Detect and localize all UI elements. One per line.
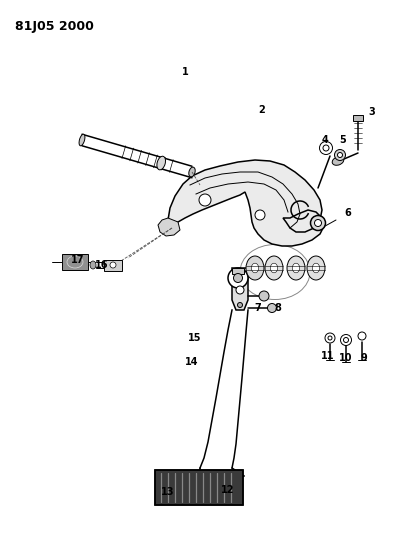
Ellipse shape: [259, 291, 269, 301]
Ellipse shape: [328, 336, 332, 340]
Ellipse shape: [236, 286, 244, 294]
Text: 1: 1: [182, 67, 188, 77]
Ellipse shape: [265, 256, 283, 280]
Text: 9: 9: [361, 353, 367, 363]
Ellipse shape: [287, 256, 305, 280]
Polygon shape: [200, 310, 248, 468]
Ellipse shape: [314, 220, 322, 227]
Text: 6: 6: [345, 208, 351, 218]
Text: 11: 11: [321, 351, 335, 361]
Ellipse shape: [320, 141, 333, 155]
Ellipse shape: [268, 303, 277, 312]
Text: 14: 14: [185, 357, 199, 367]
Text: 10: 10: [339, 353, 353, 363]
Polygon shape: [353, 115, 363, 121]
Ellipse shape: [270, 263, 278, 273]
Text: 81J05 2000: 81J05 2000: [15, 20, 94, 33]
Text: 13: 13: [161, 487, 175, 497]
Ellipse shape: [310, 215, 325, 230]
Ellipse shape: [338, 152, 342, 157]
Ellipse shape: [335, 149, 346, 160]
Text: 8: 8: [275, 303, 281, 313]
Text: 12: 12: [221, 485, 235, 495]
Ellipse shape: [79, 134, 85, 146]
Bar: [155, 470, 243, 505]
Ellipse shape: [255, 210, 265, 220]
Ellipse shape: [189, 167, 195, 177]
Bar: [104, 260, 122, 271]
Ellipse shape: [228, 268, 248, 288]
Ellipse shape: [344, 337, 349, 343]
Ellipse shape: [238, 303, 242, 308]
Ellipse shape: [340, 335, 351, 345]
Ellipse shape: [323, 145, 329, 151]
Text: 5: 5: [340, 135, 346, 145]
Ellipse shape: [292, 263, 299, 273]
Text: 16: 16: [95, 260, 109, 270]
Text: 4: 4: [322, 135, 328, 145]
Ellipse shape: [246, 256, 264, 280]
Text: 3: 3: [369, 107, 375, 117]
Bar: [62, 254, 88, 270]
Text: 15: 15: [188, 333, 202, 343]
Ellipse shape: [110, 262, 116, 268]
Ellipse shape: [312, 263, 320, 273]
Ellipse shape: [234, 273, 242, 282]
Ellipse shape: [332, 157, 344, 165]
Text: 17: 17: [71, 255, 85, 265]
Bar: [155, 470, 243, 505]
Ellipse shape: [358, 332, 366, 340]
Polygon shape: [158, 218, 180, 236]
Ellipse shape: [157, 156, 165, 170]
Ellipse shape: [90, 261, 96, 269]
Text: 7: 7: [255, 303, 261, 313]
Ellipse shape: [307, 256, 325, 280]
Ellipse shape: [325, 333, 335, 343]
Polygon shape: [232, 268, 248, 310]
Polygon shape: [232, 268, 244, 274]
Ellipse shape: [199, 194, 211, 206]
Ellipse shape: [251, 263, 258, 273]
Polygon shape: [168, 160, 324, 246]
Text: 2: 2: [258, 105, 266, 115]
